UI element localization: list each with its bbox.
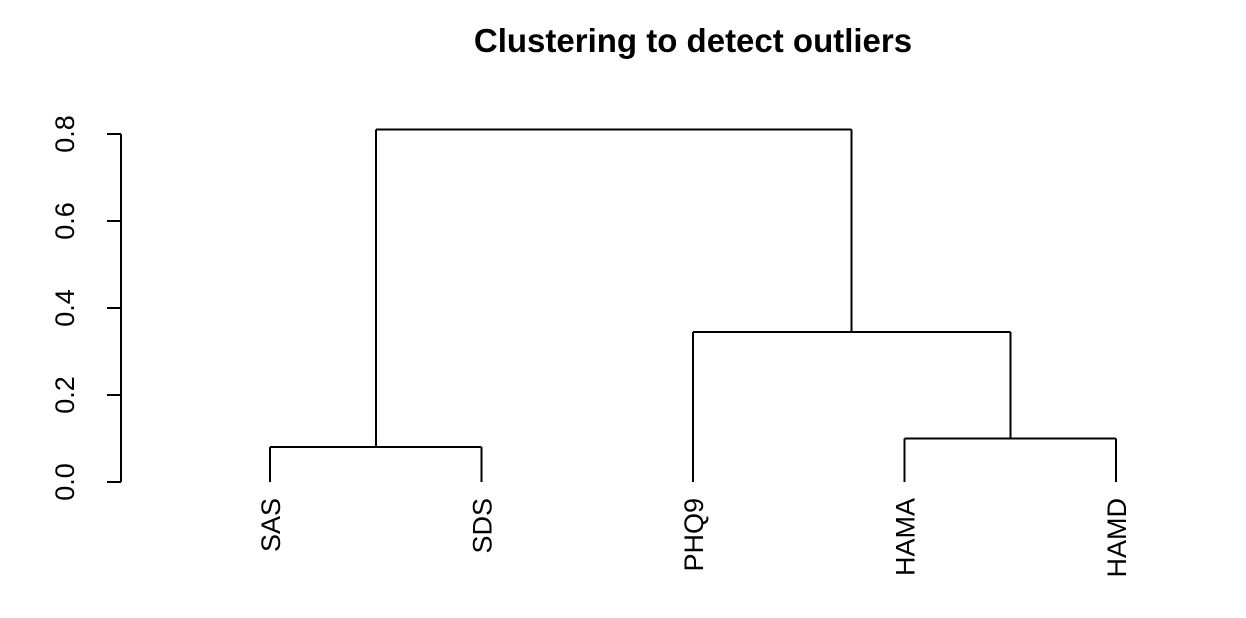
leaf-label: SDS bbox=[468, 498, 498, 554]
y-tick-label: 0.4 bbox=[50, 289, 80, 327]
y-tick-label: 0.6 bbox=[50, 202, 80, 240]
chart-title: Clustering to detect outliers bbox=[474, 22, 912, 59]
y-tick-label: 0.0 bbox=[50, 463, 80, 501]
leaf-label: PHQ9 bbox=[679, 498, 709, 572]
y-ticks: 0.0 0.2 0.4 0.6 0.8 bbox=[50, 115, 121, 501]
y-tick-label: 0.8 bbox=[50, 115, 80, 153]
dendrogram-branches bbox=[269, 128, 1117, 482]
y-axis: 0.0 0.2 0.4 0.6 0.8 bbox=[50, 115, 122, 501]
leaf-label: HAMD bbox=[1102, 498, 1132, 578]
leaf-label: HAMA bbox=[891, 498, 921, 576]
leaf-label: SAS bbox=[256, 498, 286, 552]
leaf-labels: SAS SDS PHQ9 HAMA HAMD bbox=[256, 498, 1132, 578]
y-tick-label: 0.2 bbox=[50, 376, 80, 414]
